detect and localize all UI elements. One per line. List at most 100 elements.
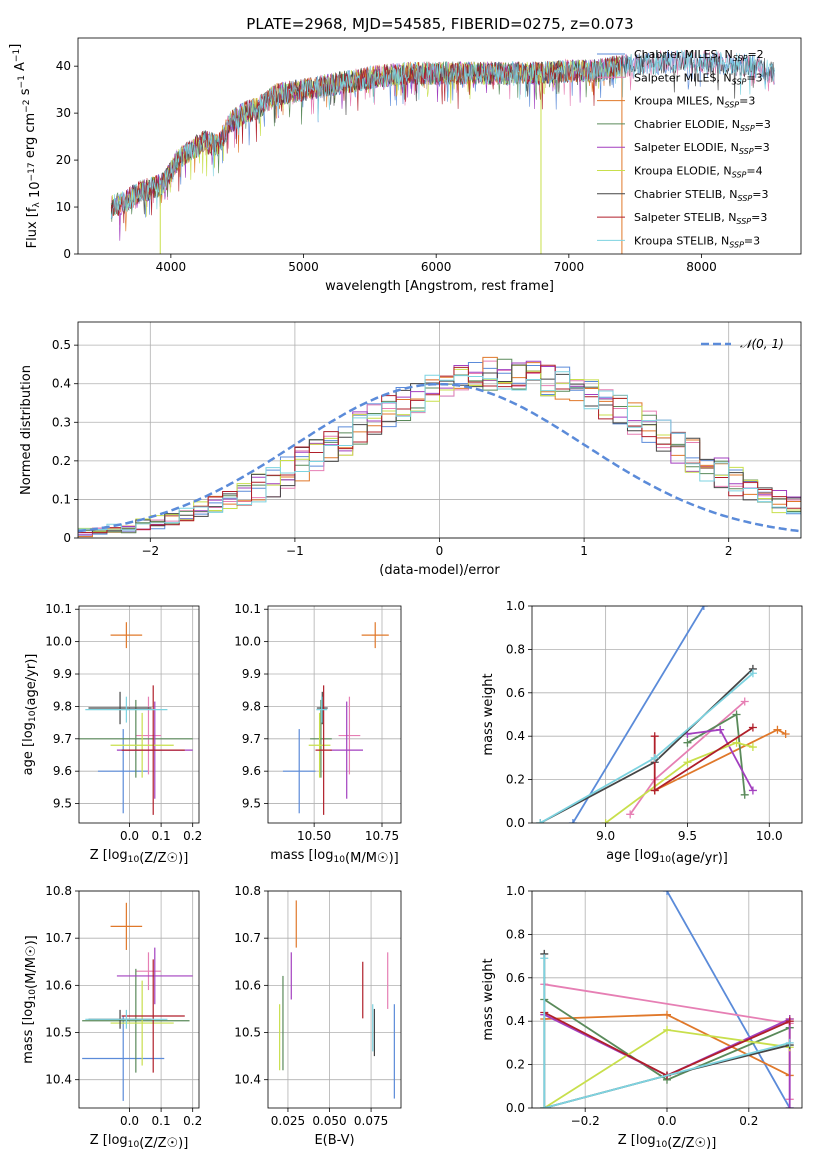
- axes-frame: [531, 890, 803, 1109]
- legend-label: Kroupa STELIB, NSSP=3: [634, 234, 760, 249]
- axes-mass-vs-ebv: 0.025 0.050 0.075 10.4 10.5 10.6 10.7 10.8 E(B-V…: [234, 884, 402, 1148]
- y-tick-label: 10.4: [234, 1073, 261, 1087]
- axes-age-vs-mass: 10.50 10.75 9.5 9.6 9.7 9.8 9.9 10.0 10.1 mass [l…: [234, 602, 402, 866]
- y-tick-label: 0.6: [506, 971, 525, 985]
- x-axis-label: wavelength [Angstrom, rest frame]: [325, 279, 554, 294]
- y-tick-label: 10.1: [45, 602, 72, 616]
- x-tick-label: 0.025: [271, 1114, 305, 1128]
- y-tick-label: 10.7: [45, 931, 72, 945]
- y-tick-label: 9.7: [53, 732, 72, 746]
- x-axis-label: Z [log10(Z/Z☉)]: [90, 848, 189, 866]
- y-axis-label: Normed distribution: [19, 365, 34, 495]
- y-tick-label: 0.5: [52, 338, 71, 352]
- y-tick-label: 10.6: [234, 978, 261, 992]
- weight-series: [654, 728, 787, 792]
- weight-series: [572, 606, 705, 823]
- x-axis-label: age [log10(age/yr)]: [606, 848, 728, 866]
- y-tick-label: 0: [63, 531, 71, 545]
- y-tick-label: 0.8: [506, 927, 525, 941]
- y-axis-label: Flux [fλ 10−17 erg cm−2 s−1 A−1]: [8, 44, 43, 249]
- y-tick-label: 10.4: [45, 1073, 72, 1087]
- weight-point: [732, 710, 741, 719]
- x-tick-label: 0.2: [183, 1114, 202, 1128]
- y-tick-label: 9.6: [242, 764, 261, 778]
- axes-weight-vs-Z: −0.2 0.0 0.2 0.0 0.2 0.4 0.6 0.8 1.0 Z [log10(Z/Z…: [481, 884, 803, 1151]
- x-tick-label: 0.0: [120, 1114, 139, 1128]
- x-axis-label: E(B-V): [314, 1133, 354, 1148]
- x-tick-label: 1: [580, 544, 588, 558]
- plot-area-residuals: [78, 356, 801, 538]
- weight-point: [663, 1025, 671, 1034]
- y-tick-label: 10.7: [234, 931, 261, 945]
- histogram-series: [78, 371, 801, 538]
- x-tick-label: 0.1: [152, 829, 171, 843]
- x-tick-label: 6000: [421, 260, 452, 274]
- y-tick-label: 0.6: [506, 686, 525, 700]
- x-tick-label: 0.1: [152, 1114, 171, 1128]
- y-tick-label: 9.9: [53, 667, 72, 681]
- weight-series: [605, 741, 754, 823]
- x-axis-label: (data-model)/error: [379, 563, 500, 578]
- spectrum-series: [110, 49, 775, 219]
- x-tick-label: −0.2: [571, 1114, 600, 1128]
- legend-label: Salpeter ELODIE, NSSP=3: [634, 141, 770, 156]
- legend-label: Salpeter STELIB, NSSP=3: [634, 211, 767, 226]
- x-tick-label: 0.2: [183, 829, 202, 843]
- weight-point: [536, 819, 545, 823]
- y-tick-label: 10.8: [234, 884, 261, 898]
- axes-frame: [77, 37, 802, 255]
- y-tick-label: 30: [56, 106, 71, 120]
- weight-point: [568, 819, 577, 823]
- legend-label: Kroupa ELODIE, NSSP=4: [634, 165, 763, 180]
- y-tick-label: 10.1: [234, 602, 261, 616]
- weight-point: [740, 697, 749, 706]
- x-tick-label: 0.0: [120, 829, 139, 843]
- weight-point: [683, 758, 692, 767]
- y-tick-label: 9.7: [242, 732, 261, 746]
- axes-frame: [267, 605, 402, 824]
- figure-title: PLATE=2968, MJD=54585, FIBERID=0275, z=0…: [246, 15, 633, 33]
- y-tick-label: 10.0: [234, 635, 261, 649]
- weight-point: [748, 786, 757, 795]
- x-tick-label: 7000: [554, 260, 585, 274]
- legend-label: Chabrier ELODIE, NSSP=3: [634, 118, 771, 133]
- legend-label: 𝒩(0, 1): [740, 337, 784, 351]
- weight-point: [773, 725, 782, 734]
- y-tick-label: 10.5: [45, 1026, 72, 1040]
- weight-point: [785, 1038, 794, 1047]
- y-tick-label: 9.5: [242, 797, 261, 811]
- y-tick-label: 10: [56, 200, 71, 214]
- weight-series: [666, 891, 791, 1108]
- y-axis-label: age [log10(age/yr)]: [21, 654, 39, 776]
- x-tick-label: 0.050: [312, 1114, 346, 1128]
- axes-frame: [78, 890, 200, 1109]
- spectrum-series: [110, 51, 775, 216]
- plot-area-mass-vs-ebv: [279, 900, 395, 1099]
- axes-residuals: −2 −1 0 1 2 0 0.1 0.2 0.3 0.4 0.5 (data-model)/erro…: [19, 321, 802, 578]
- weight-point: [748, 743, 757, 752]
- y-axis-label: mass weight: [481, 673, 496, 755]
- weight-point: [748, 723, 757, 732]
- plot-area-weight-vs-age: [536, 606, 790, 823]
- axes-age-vs-Z: 0.0 0.1 0.2 9.5 9.6 9.7 9.8 9.9 10.0 10.1 Z [log10…: [21, 602, 202, 866]
- y-tick-label: 0.4: [506, 1014, 525, 1028]
- plot-area-mass-vs-Z: [82, 902, 193, 1101]
- weight-point: [740, 790, 749, 799]
- y-axis-label: mass weight: [481, 958, 496, 1040]
- normal-curve: [78, 382, 801, 533]
- x-tick-label: 10.75: [365, 829, 399, 843]
- weight-point: [785, 1017, 794, 1026]
- x-tick-label: 9.5: [678, 829, 697, 843]
- weight-point: [540, 1104, 549, 1108]
- y-tick-label: 0.2: [506, 773, 525, 787]
- y-tick-label: 10.5: [234, 1026, 261, 1040]
- y-tick-label: 9.8: [242, 699, 261, 713]
- y-tick-label: 0.1: [52, 492, 71, 506]
- weight-point: [650, 753, 659, 762]
- weight-point: [699, 606, 708, 610]
- axes-frame: [78, 605, 200, 824]
- weight-series: [543, 958, 790, 1108]
- y-tick-label: 10.8: [45, 884, 72, 898]
- y-axis-label: mass [log10(M/M☉)]: [21, 935, 39, 1063]
- weight-point: [781, 730, 790, 739]
